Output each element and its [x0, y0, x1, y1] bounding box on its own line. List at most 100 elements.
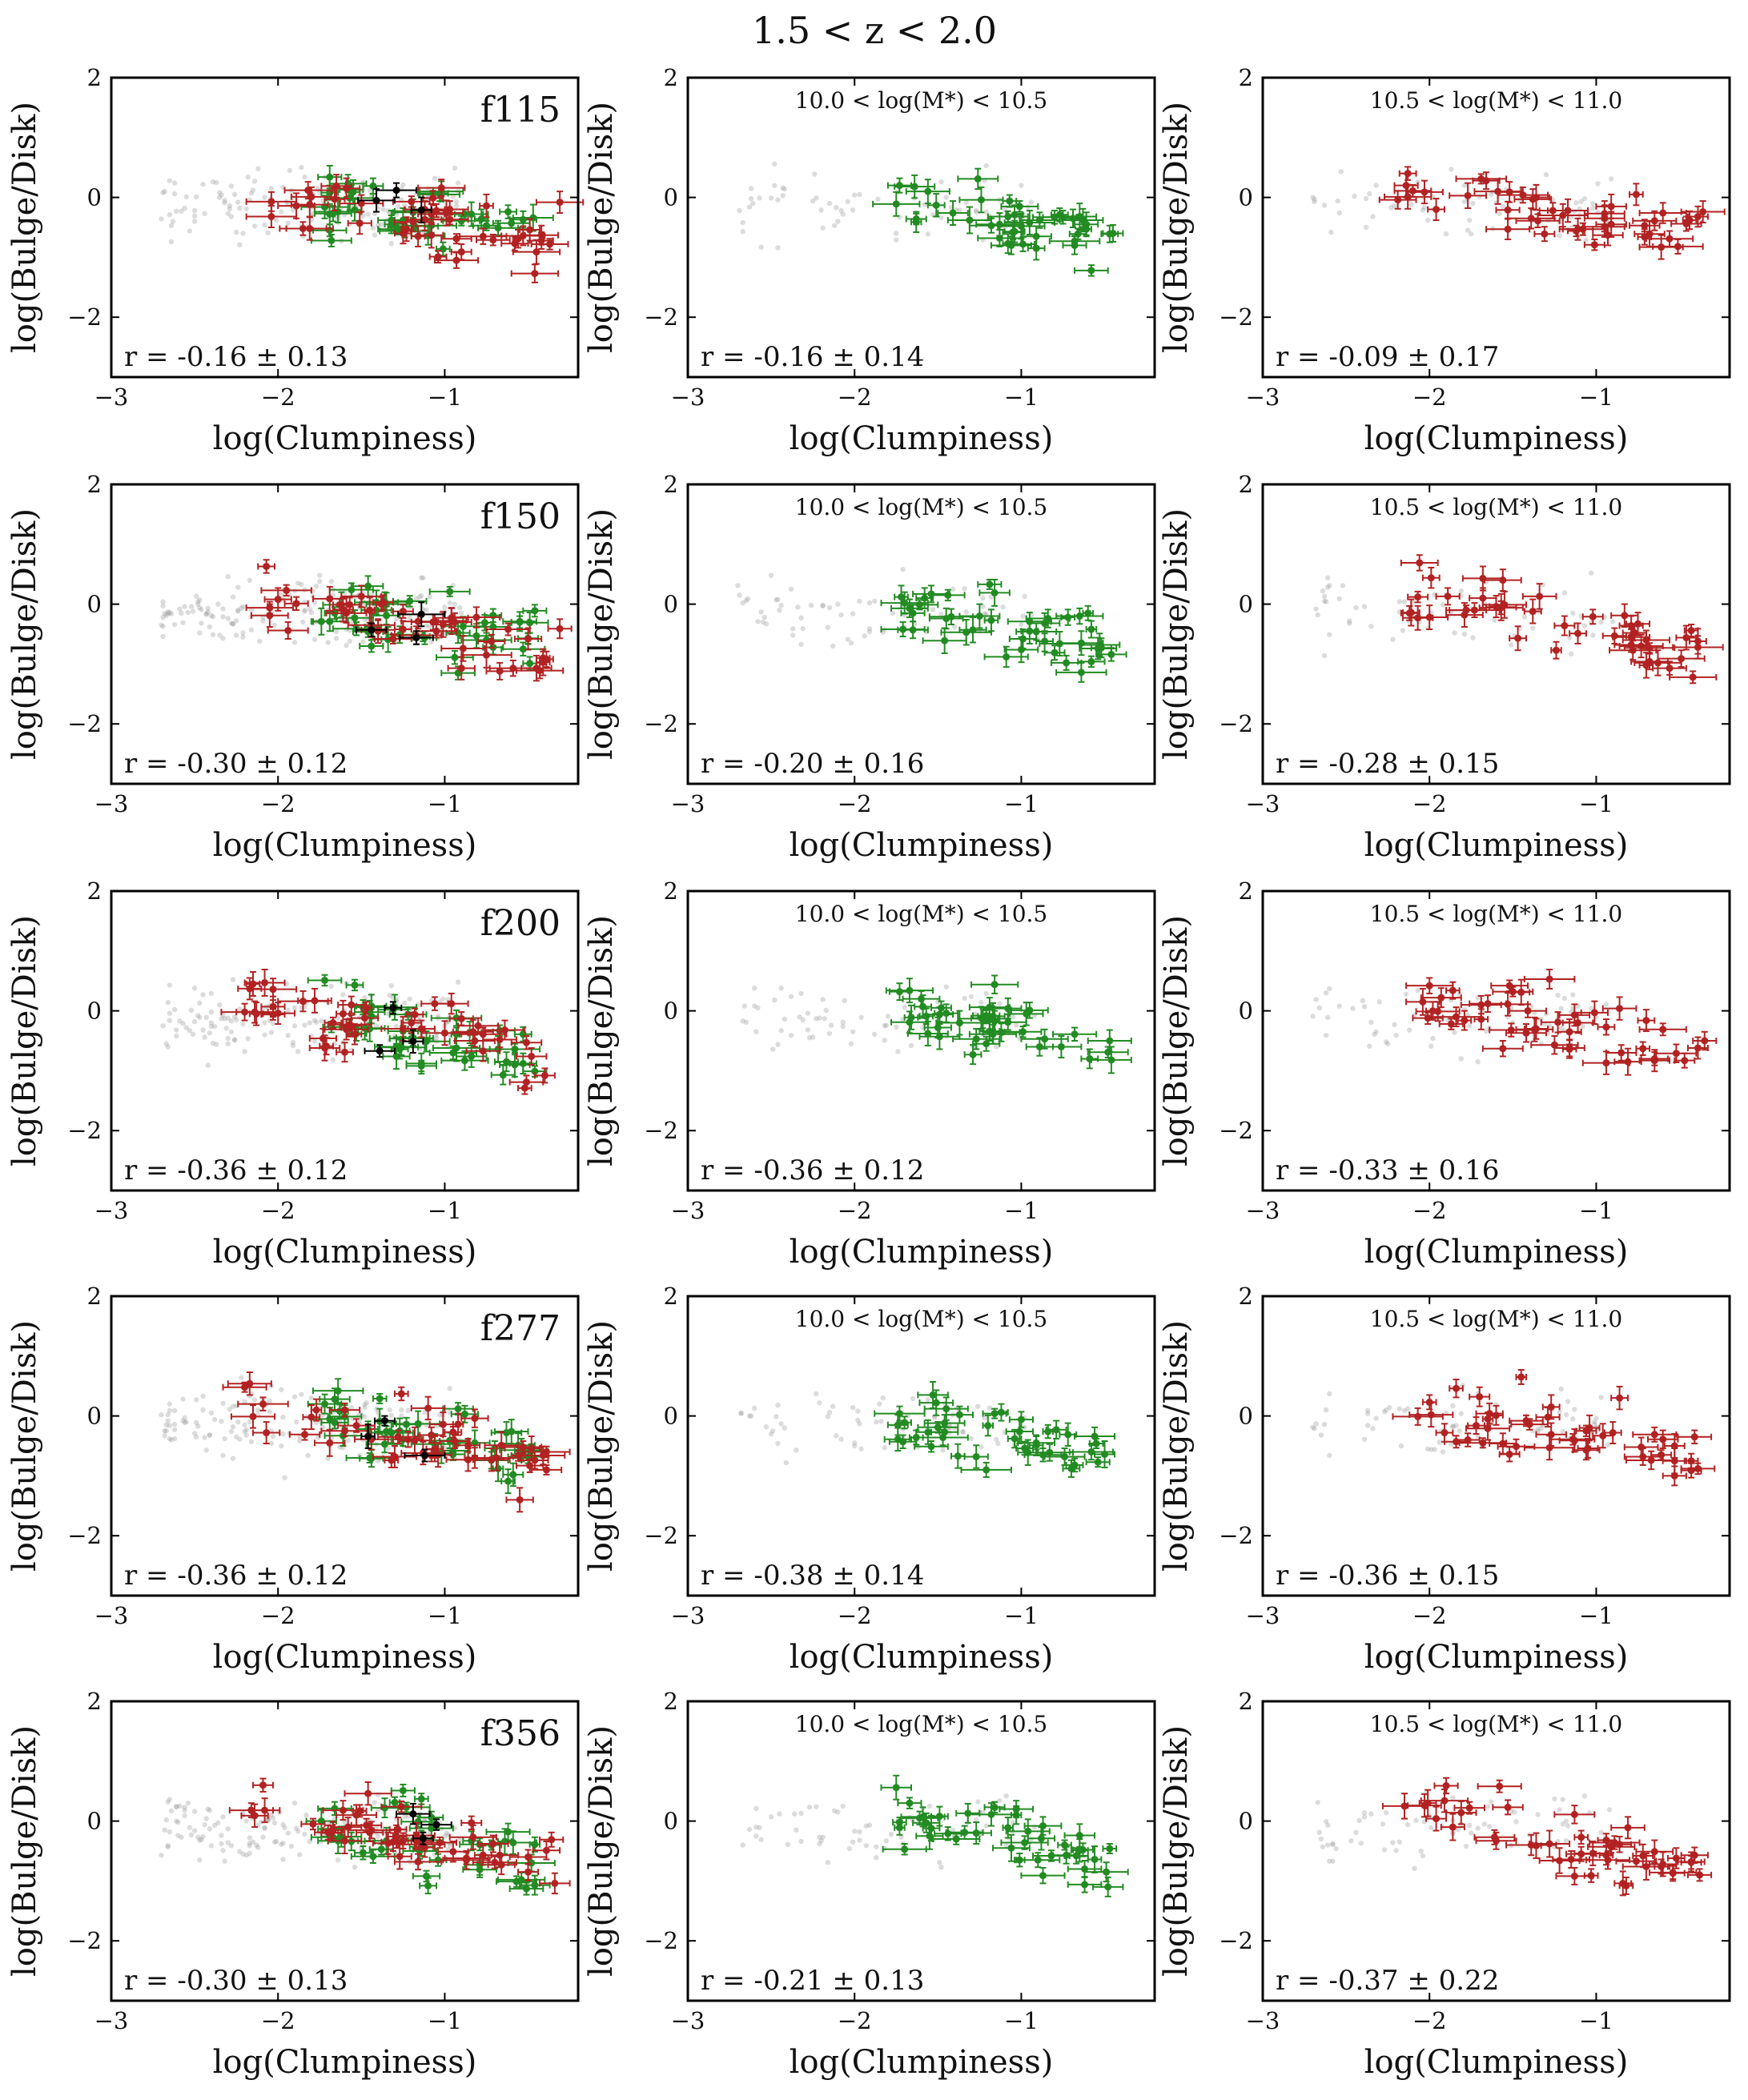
point-marker — [412, 633, 420, 641]
gray-point — [752, 1003, 757, 1009]
point-marker — [1437, 994, 1445, 1002]
point-marker — [522, 1078, 530, 1086]
gray-point — [1568, 651, 1574, 657]
point-marker — [915, 600, 923, 608]
green-point — [880, 621, 926, 637]
gray-point — [818, 207, 824, 213]
point-marker — [508, 219, 516, 227]
y-tick-label: 2 — [664, 471, 678, 498]
point-marker — [1035, 1042, 1043, 1050]
gray-point — [740, 219, 745, 226]
point-marker — [372, 196, 380, 204]
gray-point — [419, 575, 424, 580]
red-point — [453, 1034, 496, 1048]
gray-point — [826, 604, 833, 611]
gray-point — [168, 611, 175, 616]
gray-point — [1320, 588, 1326, 594]
gray-point — [825, 624, 831, 630]
correlation-text: r = -0.28 ± 0.15 — [1276, 748, 1499, 780]
gray-point — [850, 1029, 856, 1034]
point-marker — [326, 173, 334, 181]
point-marker — [502, 1058, 510, 1066]
x-axis-label: log(Clumpiness) — [790, 827, 1054, 864]
gray-point — [197, 597, 203, 603]
gray-point — [207, 1030, 213, 1036]
point-marker — [1086, 1054, 1094, 1062]
point-marker — [1425, 613, 1433, 621]
green-point — [1002, 194, 1018, 208]
point-marker — [1071, 237, 1079, 245]
gray-point — [388, 982, 394, 989]
red-point — [1618, 615, 1644, 636]
gray-point — [319, 1018, 324, 1024]
gray-point — [233, 229, 239, 235]
plot-frame — [110, 889, 580, 1192]
red-point — [1569, 622, 1587, 644]
gray-point — [187, 1028, 193, 1034]
green-point — [903, 1004, 919, 1030]
gray-point — [782, 186, 787, 192]
gray-point — [455, 180, 461, 186]
red-point — [1583, 200, 1625, 227]
gray-point — [160, 1023, 166, 1029]
x-tick-label: −1 — [428, 790, 462, 817]
gray-point — [328, 578, 335, 584]
red-point — [508, 1074, 544, 1090]
red-point — [1461, 565, 1504, 592]
y-tick-label: 0 — [664, 591, 678, 618]
gray-point — [453, 199, 460, 205]
red-point — [1421, 566, 1441, 589]
point-marker — [457, 217, 465, 225]
point-marker — [1051, 213, 1059, 221]
point-marker — [307, 193, 315, 201]
gray-point — [1580, 1023, 1585, 1030]
gray-point — [160, 599, 166, 604]
point-marker — [409, 1038, 417, 1046]
gray-point — [245, 174, 251, 180]
red-point — [420, 1020, 469, 1046]
gray-point — [165, 609, 171, 615]
green-point — [436, 649, 474, 665]
gray-point — [814, 1016, 819, 1022]
green-point — [500, 641, 546, 657]
point-marker — [935, 1010, 943, 1018]
point-marker — [1559, 211, 1567, 219]
red-point — [1398, 166, 1417, 181]
green-point — [1003, 636, 1039, 664]
gray-point — [1449, 167, 1454, 172]
green-point — [1050, 654, 1083, 671]
red-point — [248, 978, 298, 1002]
point-marker — [496, 667, 504, 675]
red-point — [440, 635, 486, 662]
gray-point — [763, 621, 770, 627]
gray-point — [227, 206, 233, 212]
x-axis-label: log(Clumpiness) — [213, 420, 477, 457]
green-point — [307, 974, 343, 987]
green-point — [957, 1008, 1009, 1030]
gray-point — [393, 616, 400, 622]
gray-point — [170, 219, 176, 224]
point-marker — [532, 248, 540, 256]
gray-point — [1470, 635, 1476, 640]
point-marker — [519, 1059, 527, 1067]
red-point — [457, 1017, 500, 1035]
gray-point — [203, 1014, 209, 1021]
point-marker — [546, 240, 554, 248]
gray-point — [1323, 990, 1329, 996]
point-marker — [1109, 229, 1117, 237]
gray-point — [1458, 1056, 1464, 1062]
point-marker — [321, 976, 329, 984]
gray-point — [752, 985, 757, 991]
point-marker — [556, 199, 564, 207]
red-point — [535, 191, 585, 215]
point-marker — [509, 665, 517, 673]
gray-point — [1509, 642, 1514, 648]
plot-frame — [686, 76, 1156, 379]
gray-point — [165, 1044, 171, 1050]
point-marker — [496, 1036, 504, 1044]
y-axis-label: log(Bulge/Disk) — [6, 915, 43, 1166]
gray-point — [1465, 227, 1471, 233]
green-point — [492, 217, 531, 229]
point-marker — [1015, 203, 1023, 211]
gray-point — [1588, 570, 1594, 576]
